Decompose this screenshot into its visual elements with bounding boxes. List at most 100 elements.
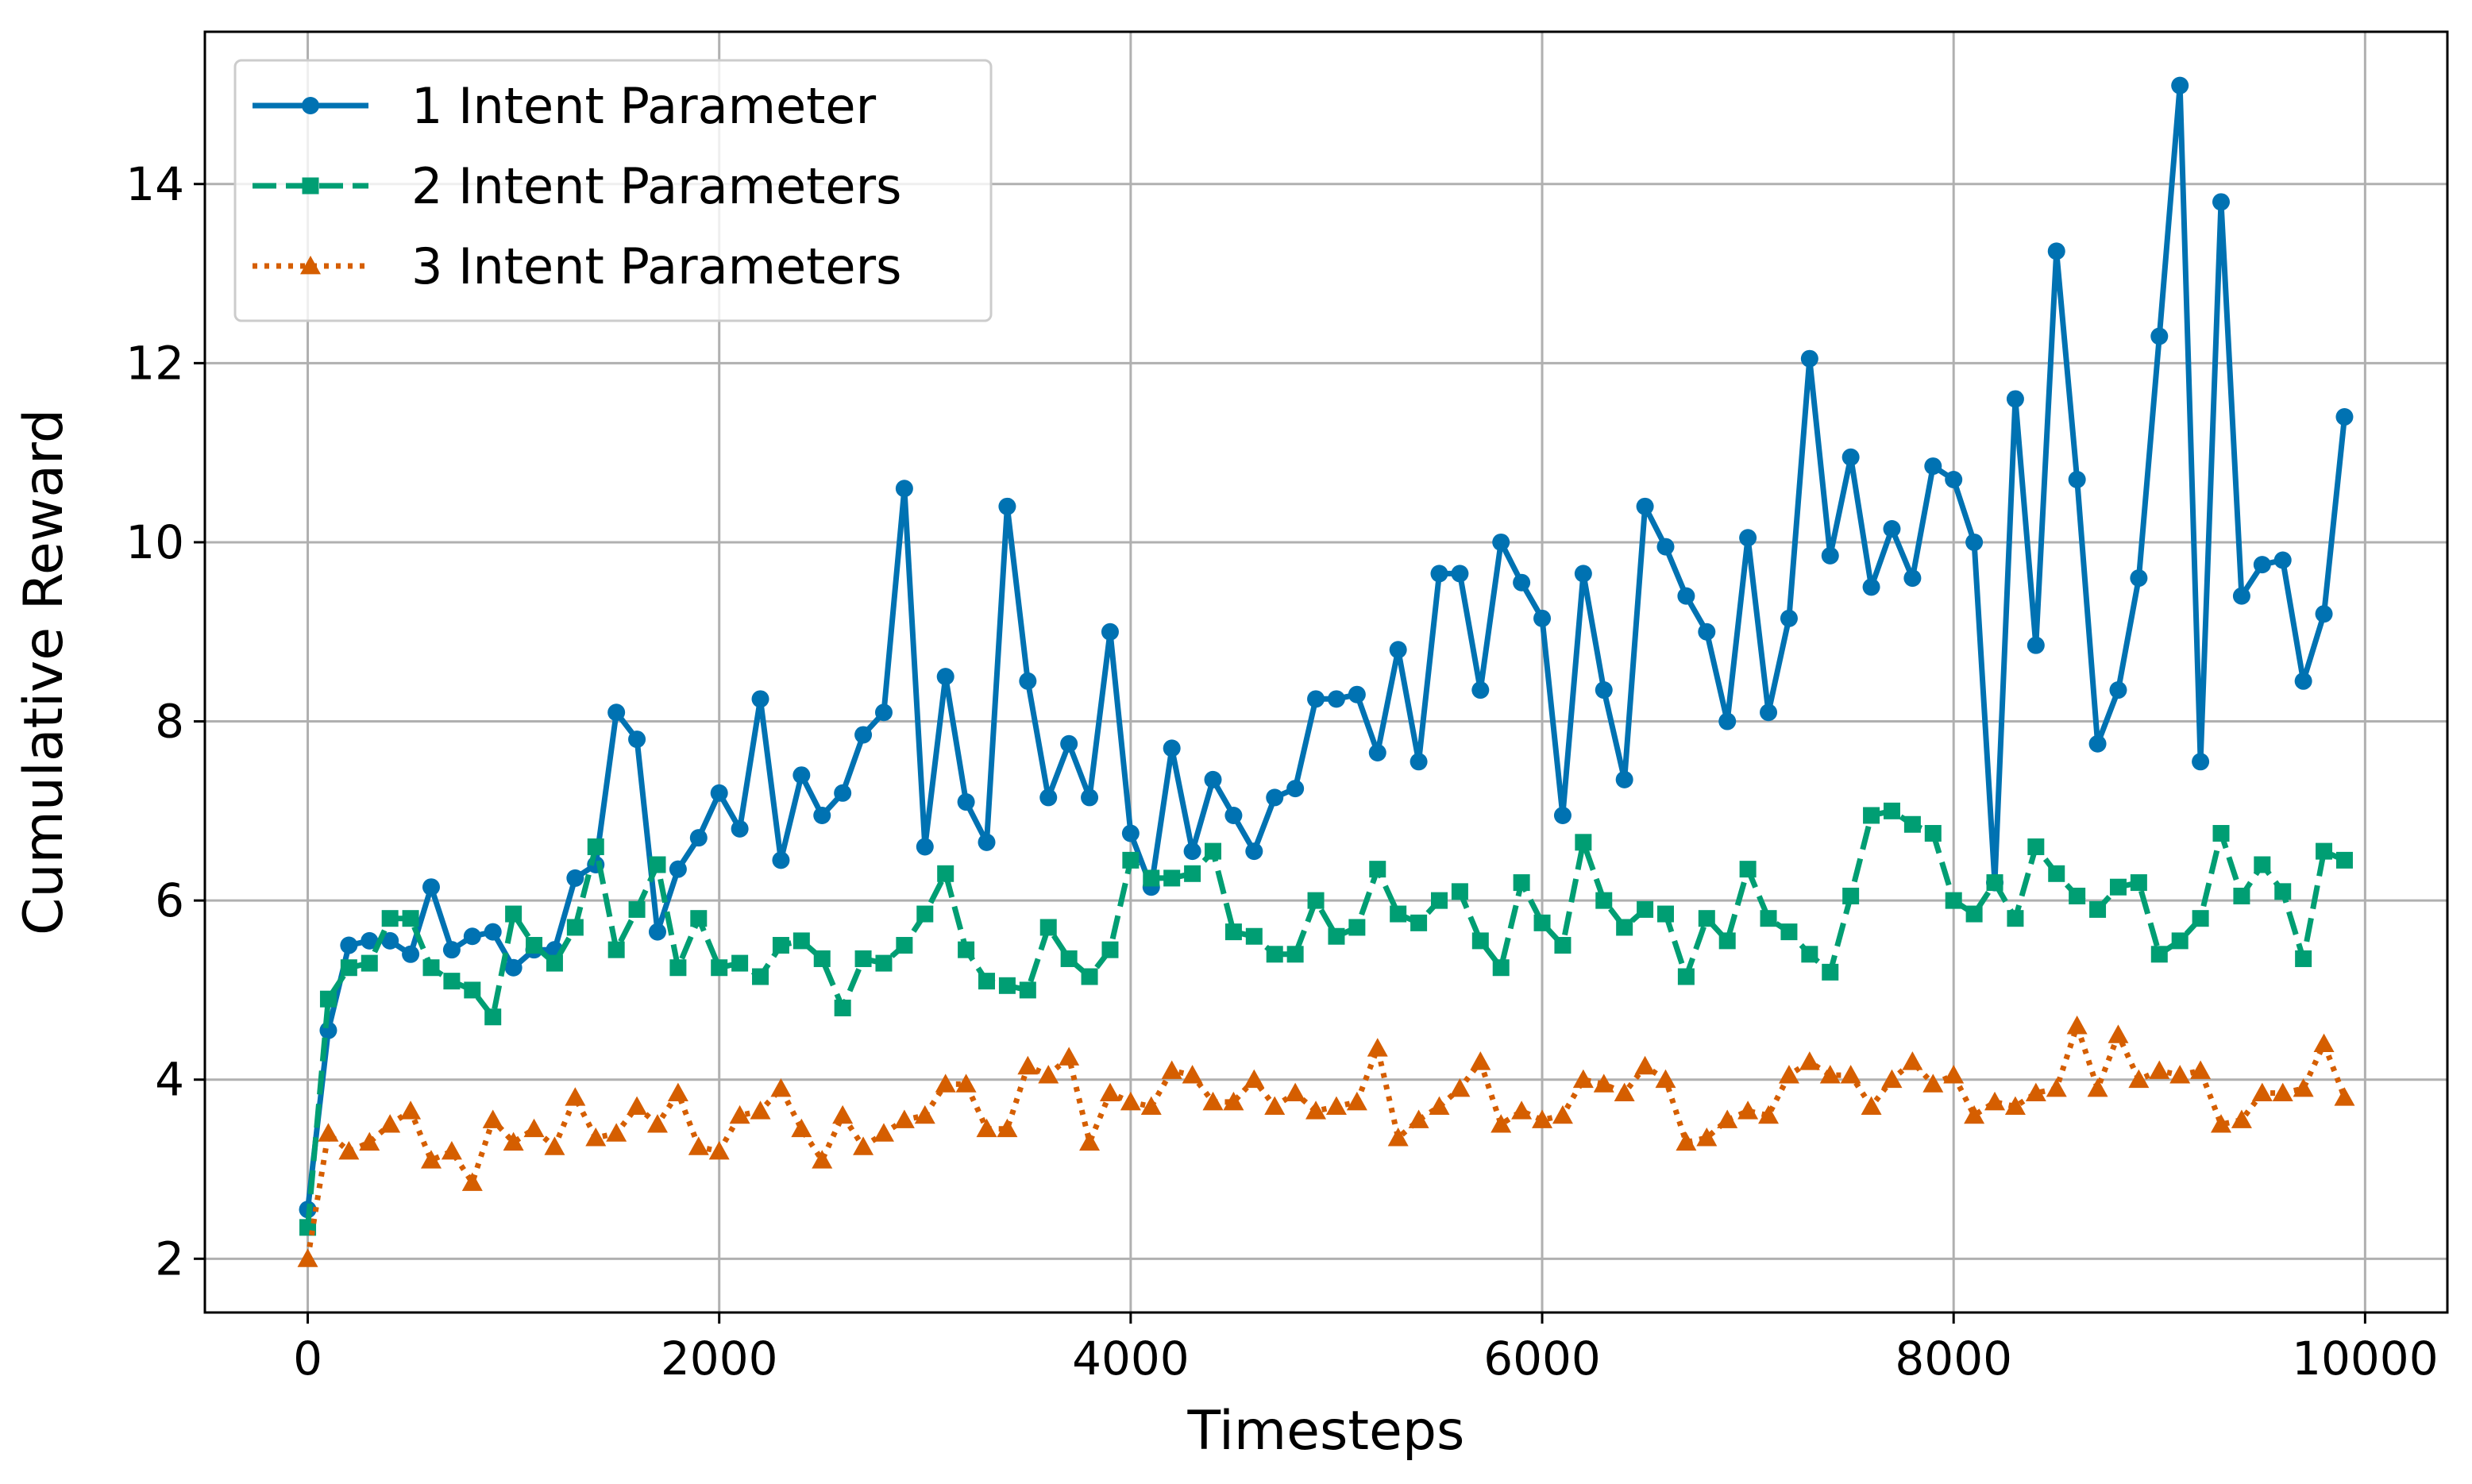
series-3-point [482, 1109, 503, 1128]
series-3-point [997, 1118, 1018, 1138]
series-3-point [1552, 1104, 1573, 1124]
series-2-point [1965, 905, 1983, 923]
series-2-point [1842, 887, 1860, 904]
series-3-point [1655, 1069, 1676, 1089]
series-2-point [1883, 802, 1900, 819]
series-3-point [893, 1109, 915, 1128]
series-2-point [1348, 919, 1366, 936]
series-3-point [1244, 1069, 1265, 1089]
series-2-point [628, 900, 646, 918]
series-3-point [1593, 1073, 1614, 1093]
x-tick-label: 2000 [661, 1332, 778, 1386]
series-2-point [1286, 946, 1304, 963]
series-2-point [2150, 946, 2168, 963]
series-3-point [2149, 1060, 2170, 1079]
series-3-point [2313, 1033, 2335, 1053]
series-1-point [1410, 753, 1428, 771]
series-3-point [2108, 1024, 2129, 1043]
legend-box [233, 59, 993, 322]
series-3-point [441, 1140, 462, 1160]
series-2-point [1390, 905, 1407, 923]
series-2-point [978, 973, 996, 990]
series-3-point [2334, 1087, 2355, 1106]
series-1-point [1101, 623, 1119, 641]
series-1-point [2130, 569, 2148, 588]
series-3-point [1840, 1065, 1861, 1084]
y-tick-label: 12 [125, 336, 184, 390]
series-3-point [2046, 1078, 2067, 1097]
series-3-point [708, 1140, 730, 1160]
series-2-point [1245, 927, 1263, 945]
x-tick-label: 10000 [2292, 1332, 2439, 1386]
series-3-point [2066, 1016, 2088, 1035]
series-2-point [1205, 842, 1222, 860]
series-1-point [2047, 242, 2065, 260]
series-layer [297, 76, 2355, 1267]
series-1-point [2068, 470, 2086, 488]
series-1-point [751, 690, 769, 708]
legend-swatch-marker [302, 97, 319, 114]
series-2-point [1903, 815, 1921, 833]
series-1-point [1718, 712, 1737, 730]
series-3-point [1902, 1051, 1923, 1070]
series-2-point [1780, 923, 1798, 941]
series-3-point [955, 1073, 977, 1093]
series-1-point [1636, 497, 1654, 515]
series-2-point [1698, 910, 1715, 927]
series-3-point [1059, 1047, 1080, 1066]
series-3-point [1325, 1096, 1347, 1115]
series-1-point [1266, 788, 1284, 807]
series-1-point [2027, 636, 2045, 654]
series-3-point [359, 1131, 380, 1151]
series-1-point [1739, 529, 1757, 547]
series-3-point [1079, 1131, 1101, 1151]
series-3-point [667, 1082, 688, 1102]
legend-swatch-marker [302, 177, 319, 195]
series-2-point [1410, 914, 1428, 931]
series-2-point [1081, 968, 1098, 985]
series-2-point [998, 977, 1016, 994]
series-1-point [1389, 641, 1407, 659]
series-1-point [957, 793, 975, 811]
series-2-point [566, 919, 584, 936]
series-3-point [2231, 1109, 2252, 1128]
series-3-point [873, 1123, 894, 1142]
series-3-point [853, 1136, 874, 1155]
series-3-point [1511, 1100, 1533, 1120]
series-3-point [2087, 1078, 2108, 1097]
series-1-point [1574, 565, 1592, 583]
series-2-point [1986, 874, 2003, 892]
series-3-point [1799, 1051, 1820, 1070]
series-2-point [854, 950, 872, 967]
series-1-point [772, 851, 790, 869]
series-2-point [381, 910, 399, 927]
series-2-point [669, 959, 687, 977]
series-1-point [1183, 842, 1201, 861]
grid [205, 32, 2447, 1312]
series-2-point [1760, 910, 1777, 927]
series-2-point [813, 950, 831, 967]
series-3-point [1532, 1109, 1553, 1128]
series-2-point [2069, 887, 2086, 904]
series-3-point [1429, 1096, 1450, 1115]
series-3-point [1881, 1069, 1903, 1089]
series-2-point [1595, 892, 1613, 909]
series-1-point [1595, 681, 1613, 700]
series-3-point [770, 1078, 792, 1097]
series-3-point [2293, 1078, 2314, 1097]
series-3-point [646, 1114, 668, 1133]
series-2-point [319, 990, 337, 1008]
series-3-point [1984, 1091, 2006, 1111]
series-2-point [1616, 919, 1633, 936]
series-3-point [627, 1096, 648, 1115]
series-3-point [1367, 1038, 1388, 1057]
series-2-point [1328, 927, 1345, 945]
series-1-point [2150, 327, 2169, 345]
series-1-point [1163, 739, 1181, 757]
series-3-point [2190, 1060, 2212, 1079]
series-1-point [2109, 681, 2127, 700]
series-1-point [669, 860, 687, 878]
series-1-point [874, 703, 893, 722]
series-2-point [1637, 900, 1654, 918]
